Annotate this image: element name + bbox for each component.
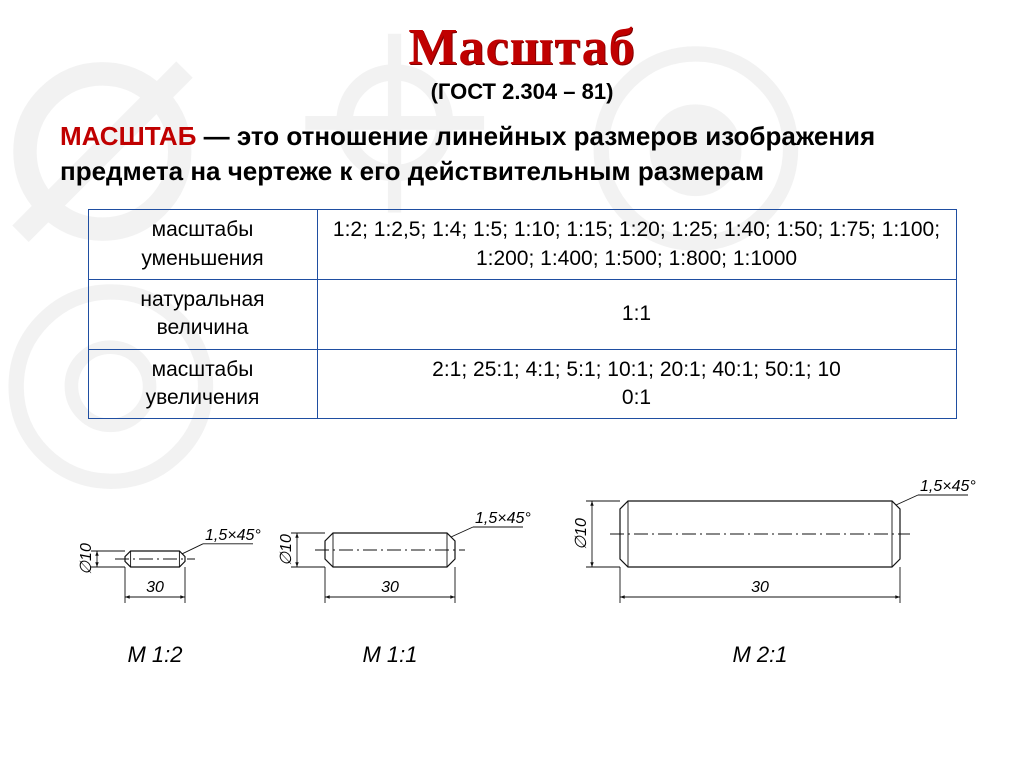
svg-text:∅10: ∅10 bbox=[573, 518, 590, 550]
svg-text:М 1:1: М 1:1 bbox=[362, 642, 417, 667]
table-row: масштабы уменьшения 1:2; 1:2,5; 1:4; 1:5… bbox=[88, 210, 956, 280]
drawings-svg: ∅10 30 1,5×45° М 1:2 ∅10 30 1,5×45° М 1:1 ∅10 30 1… bbox=[60, 437, 1020, 697]
scale-table: масштабы уменьшения 1:2; 1:2,5; 1:4; 1:5… bbox=[88, 209, 957, 419]
svg-text:1,5×45°: 1,5×45° bbox=[205, 527, 261, 544]
technical-drawings: ∅10 30 1,5×45° М 1:2 ∅10 30 1,5×45° М 1:1 ∅10 30 1… bbox=[60, 437, 984, 697]
row-value: 1:1 bbox=[317, 279, 956, 349]
page-title: Масштаб bbox=[60, 18, 984, 77]
svg-text:∅10: ∅10 bbox=[78, 543, 95, 575]
svg-text:∅10: ∅10 bbox=[278, 534, 295, 566]
svg-text:1,5×45°: 1,5×45° bbox=[475, 510, 531, 527]
row-label: масштабы уменьшения bbox=[88, 210, 317, 280]
definition: МАСШТАБ — это отношение линейных размеро… bbox=[60, 119, 984, 189]
definition-term: МАСШТАБ bbox=[60, 121, 196, 151]
page: Масштаб (ГОСТ 2.304 – 81) МАСШТАБ — это … bbox=[0, 0, 1024, 697]
subtitle: (ГОСТ 2.304 – 81) bbox=[60, 79, 984, 105]
svg-text:М 2:1: М 2:1 bbox=[732, 642, 787, 667]
svg-text:30: 30 bbox=[751, 579, 769, 596]
row-label: масштабы увеличения bbox=[88, 349, 317, 419]
svg-text:30: 30 bbox=[381, 579, 399, 596]
svg-text:М 1:2: М 1:2 bbox=[127, 642, 182, 667]
row-value: 2:1; 25:1; 4:1; 5:1; 10:1; 20:1; 40:1; 5… bbox=[317, 349, 956, 419]
svg-text:1,5×45°: 1,5×45° bbox=[920, 478, 976, 495]
table-row: натуральная величина 1:1 bbox=[88, 279, 956, 349]
row-value: 1:2; 1:2,5; 1:4; 1:5; 1:10; 1:15; 1:20; … bbox=[317, 210, 956, 280]
table-row: масштабы увеличения 2:1; 25:1; 4:1; 5:1;… bbox=[88, 349, 956, 419]
row-label: натуральная величина bbox=[88, 279, 317, 349]
svg-text:30: 30 bbox=[146, 579, 164, 596]
